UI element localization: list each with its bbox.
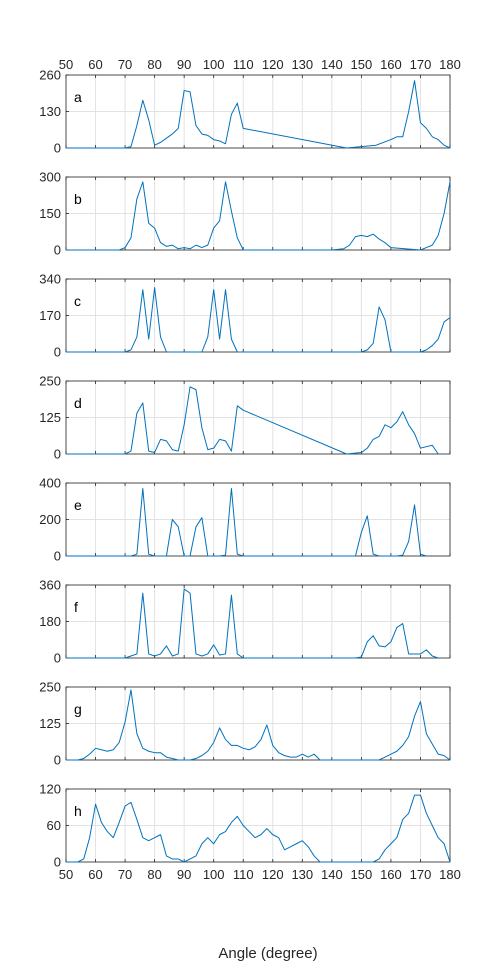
top-x-tick-label: 140 (321, 57, 343, 72)
panel-h: 0 60 120 h (39, 782, 451, 870)
panel-g: 0 125 250 g (39, 680, 451, 768)
top-x-tick-label: 50 (59, 57, 73, 72)
y-tick-label: 360 (39, 578, 61, 593)
y-tick-label: 260 (39, 68, 61, 83)
y-tick-label: 125 (39, 716, 61, 731)
panel-label: a (74, 89, 82, 105)
bottom-x-tick-label: 90 (177, 867, 191, 882)
top-x-tick-label: 170 (410, 57, 432, 72)
top-x-tick-label: 60 (88, 57, 102, 72)
bottom-x-tick-label: 70 (118, 867, 132, 882)
panel-label: b (74, 191, 82, 207)
top-x-tick-label: 130 (291, 57, 313, 72)
y-tick-label: 300 (39, 170, 61, 185)
y-tick-label: 400 (39, 476, 61, 491)
y-tick-label: 130 (39, 104, 61, 119)
panel-b: 0 150 300 b (39, 170, 451, 258)
y-tick-label: 180 (39, 614, 61, 629)
y-tick-label: 0 (54, 345, 61, 360)
panel-f: 0 180 360 f (39, 578, 451, 666)
chart-panels: 0 130 260 a 0 150 300 b 0 170 340 c 0 125 250 d 0 200 400 e… (39, 68, 451, 870)
panel-a: 0 130 260 a (39, 68, 451, 156)
y-tick-label: 200 (39, 512, 61, 527)
top-x-tick-label: 160 (380, 57, 402, 72)
panel-label: h (74, 803, 82, 819)
series-line-a (66, 80, 451, 149)
top-x-tick-label: 80 (147, 57, 161, 72)
series-line-c (66, 287, 451, 353)
series-line-g (66, 689, 451, 761)
panel-d: 0 125 250 d (39, 374, 451, 462)
panel-label: c (74, 293, 81, 309)
y-tick-label: 250 (39, 374, 61, 389)
y-tick-label: 150 (39, 206, 61, 221)
bottom-x-tick-label: 60 (88, 867, 102, 882)
y-tick-label: 0 (54, 141, 61, 156)
top-x-tick-label: 150 (351, 57, 373, 72)
bottom-x-tick-label: 130 (291, 867, 313, 882)
y-tick-label: 125 (39, 410, 61, 425)
y-tick-label: 0 (54, 651, 61, 666)
bottom-x-tick-label: 80 (147, 867, 161, 882)
top-x-tick-label: 180 (439, 57, 461, 72)
series-line-e (66, 487, 427, 557)
panel-label: f (74, 599, 78, 615)
bottom-x-tick-label: 180 (439, 867, 461, 882)
panel-label: d (74, 395, 82, 411)
y-tick-label: 0 (54, 753, 61, 768)
top-x-tick-label: 120 (262, 57, 284, 72)
bottom-x-tick-label: 110 (233, 867, 254, 882)
series-line-d (66, 386, 439, 455)
panel-c: 0 170 340 c (39, 272, 451, 360)
series-line-h (66, 794, 451, 863)
top-x-tick-label: 100 (203, 57, 225, 72)
bottom-x-tick-label: 160 (380, 867, 402, 882)
y-tick-label: 340 (39, 272, 61, 287)
bottom-x-tick-label: 50 (59, 867, 73, 882)
y-tick-label: 170 (39, 308, 61, 323)
top-x-tick-label: 90 (177, 57, 191, 72)
top-x-tick-labels: 50 60 70 80 90 100 110 120 130 140 150 160 170 180 (59, 57, 461, 72)
top-x-tick-label: 70 (118, 57, 132, 72)
bottom-x-tick-label: 150 (351, 867, 373, 882)
y-tick-label: 60 (47, 818, 61, 833)
y-tick-label: 0 (54, 243, 61, 258)
bottom-x-tick-label: 100 (203, 867, 225, 882)
y-tick-label: 120 (39, 782, 61, 797)
y-tick-label: 0 (54, 855, 61, 870)
y-tick-label: 0 (54, 447, 61, 462)
x-axis-label: Angle (degree) (218, 945, 317, 962)
top-x-tick-label: 110 (233, 57, 254, 72)
bottom-x-tick-label: 170 (410, 867, 432, 882)
panel-e: 0 200 400 e (39, 476, 451, 564)
series-line-f (66, 588, 439, 659)
y-tick-label: 0 (54, 549, 61, 564)
panel-label: g (74, 701, 82, 717)
y-tick-label: 250 (39, 680, 61, 695)
bottom-x-tick-labels: 50 60 70 80 90 100 110 120 130 140 150 160 170 180 (59, 867, 461, 882)
series-line-b (66, 181, 451, 251)
bottom-x-tick-label: 120 (262, 867, 284, 882)
bottom-x-tick-label: 140 (321, 867, 343, 882)
panel-label: e (74, 497, 82, 513)
